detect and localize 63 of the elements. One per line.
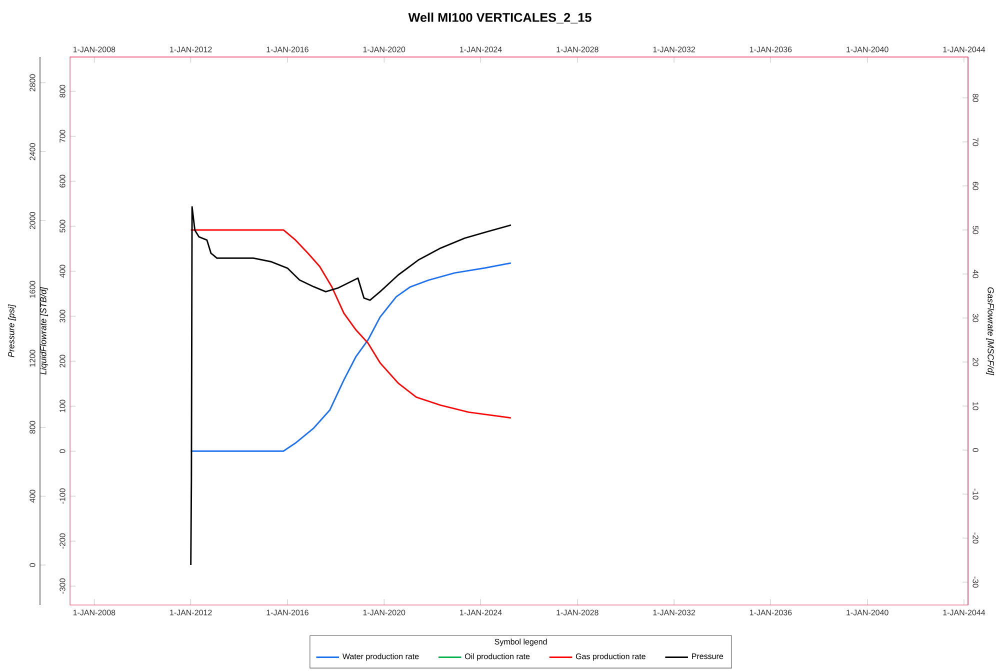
y-tick-label: 200 (60, 354, 66, 368)
x2-tick-label: 1-JAN-2028 (556, 46, 598, 52)
y2-tick-label: 50 (972, 226, 978, 234)
y-tick-label: -100 (60, 488, 66, 504)
y2-tick-label: 80 (972, 94, 978, 102)
x2-tick-label: 1-JAN-2036 (750, 46, 792, 52)
x-tick-label: 1-JAN-2020 (363, 610, 406, 616)
y-tick-label: -200 (60, 533, 66, 549)
y2-tick-label: 10 (972, 402, 978, 410)
y-tick-label: 500 (60, 220, 66, 233)
x-tick-label: 1-JAN-2044 (943, 610, 986, 616)
y-tick-label: 0 (60, 449, 66, 454)
legend-label: Water production rate (342, 653, 419, 661)
y2-tick-label: 60 (972, 182, 978, 190)
y2-axis-title: GasFlowrate [MSCF/d] (986, 287, 994, 376)
x-tick-label: 1-JAN-2028 (556, 610, 598, 616)
y3-tick-label: 1600 (30, 280, 36, 298)
chart-title: Well MI100 VERTICALES_2_15 (408, 12, 592, 24)
x2-tick-label: 1-JAN-2012 (170, 46, 212, 52)
line-series (190, 229, 512, 419)
legend-label: Oil production rate (465, 653, 530, 661)
y-tick-label: 300 (60, 310, 66, 323)
legend-label: Gas production rate (576, 653, 646, 661)
y2-tick-label: -10 (972, 488, 978, 500)
y-tick-label: 800 (60, 84, 66, 98)
x-tick-label: 1-JAN-2036 (750, 610, 792, 616)
x2-tick-label: 1-JAN-2008 (73, 46, 116, 52)
x-tick-label: 1-JAN-2032 (653, 610, 695, 616)
y-axis-title: LiquidFlowrate [STB/d] (40, 287, 48, 375)
legend-label: Pressure (692, 653, 724, 660)
y2-tick-label: 30 (972, 314, 978, 322)
y3-tick-label: 1200 (30, 350, 36, 367)
y2-tick-label: 40 (972, 270, 978, 278)
x2-tick-label: 1-JAN-2020 (363, 46, 406, 52)
x2-tick-label: 1-JAN-2016 (266, 46, 308, 52)
y-tick-label: -300 (60, 578, 66, 594)
y3-tick-label: 2000 (30, 212, 36, 230)
y3-tick-label: 400 (30, 490, 36, 503)
y2-tick-label: -20 (972, 532, 978, 544)
y3-tick-label: 2400 (30, 143, 36, 160)
x-tick-label: 1-JAN-2008 (73, 610, 116, 616)
x-tick-label: 1-JAN-2012 (170, 610, 212, 616)
line-series (190, 262, 512, 452)
x-tick-label: 1-JAN-2040 (846, 610, 888, 616)
x-tick-label: 1-JAN-2016 (266, 610, 308, 616)
y-tick-label: 400 (60, 264, 66, 278)
x2-tick-label: 1-JAN-2040 (846, 46, 888, 52)
x-tick-label: 1-JAN-2024 (460, 610, 502, 616)
y2-tick-label: 70 (972, 138, 978, 146)
y3-tick-label: 0 (30, 563, 36, 567)
x2-tick-label: 1-JAN-2044 (943, 46, 986, 52)
y2-tick-label: 20 (972, 358, 978, 366)
legend-title: Symbol legend (494, 638, 547, 646)
y2-tick-label: -30 (972, 576, 978, 588)
y3-axis-title: Pressure [psi] (8, 304, 16, 358)
y3-tick-label: 800 (30, 420, 36, 434)
y-tick-label: 600 (60, 174, 66, 188)
y3-tick-label: 2800 (30, 74, 36, 92)
y2-tick-label: 0 (972, 448, 978, 452)
x2-tick-label: 1-JAN-2024 (460, 46, 502, 52)
y-tick-label: 700 (60, 130, 66, 142)
y-tick-label: 100 (60, 400, 66, 412)
x2-tick-label: 1-JAN-2032 (653, 46, 695, 52)
